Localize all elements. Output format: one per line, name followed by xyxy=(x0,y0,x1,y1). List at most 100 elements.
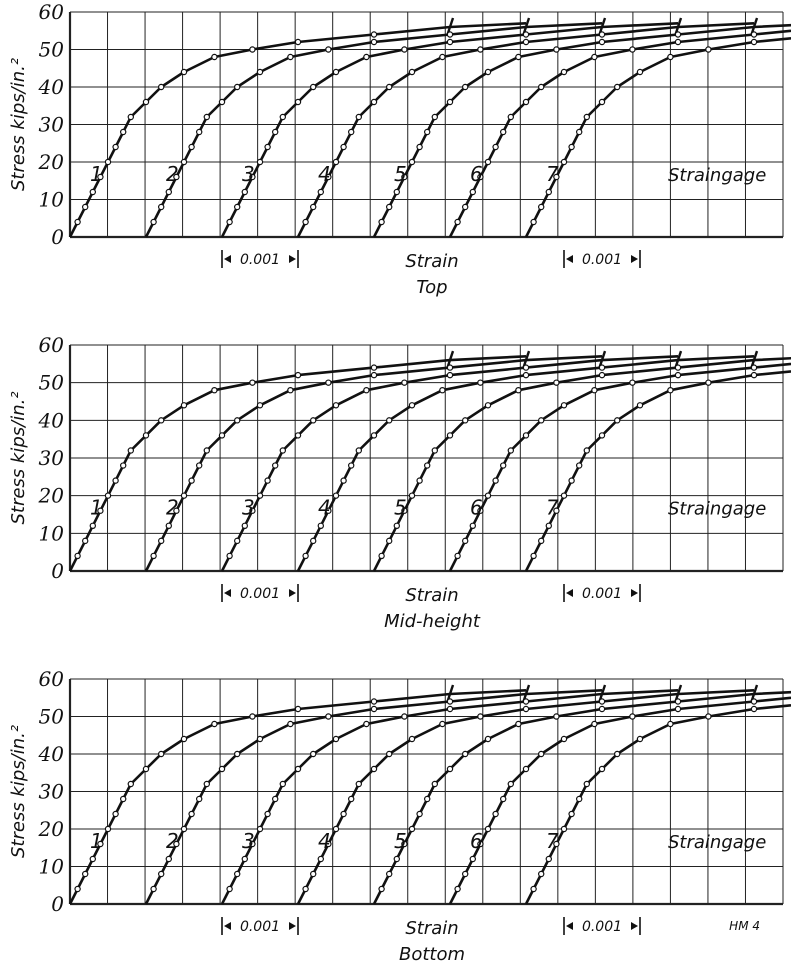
data-point xyxy=(310,750,317,758)
data-point xyxy=(386,417,393,424)
straingage-label: Straingage xyxy=(668,165,766,186)
data-point xyxy=(469,855,476,863)
x-axis-label: Strain xyxy=(405,585,458,606)
data-point xyxy=(157,417,165,424)
data-point xyxy=(294,371,302,379)
data-point xyxy=(454,885,461,893)
data-point xyxy=(393,522,400,530)
data-point xyxy=(203,113,210,121)
data-point xyxy=(150,218,157,226)
series-number-label: 4 xyxy=(318,496,331,520)
data-point xyxy=(530,218,537,226)
data-point xyxy=(233,870,241,878)
data-point xyxy=(705,713,712,720)
data-point xyxy=(310,870,317,878)
data-point xyxy=(614,417,621,424)
data-point xyxy=(180,735,188,743)
data-point xyxy=(332,68,340,76)
y-tick-label: 20 xyxy=(38,484,65,508)
series-line-7 xyxy=(524,704,791,905)
data-point xyxy=(598,432,606,439)
strain-scale-marker: 0.001 xyxy=(563,584,641,602)
data-point xyxy=(446,705,454,713)
series-number-label: 4 xyxy=(318,162,331,186)
data-point xyxy=(386,537,393,545)
data-point xyxy=(294,765,302,773)
data-point xyxy=(317,522,324,530)
data-point xyxy=(408,68,416,76)
data-point xyxy=(233,417,241,424)
data-point xyxy=(264,477,271,484)
data-point xyxy=(674,705,682,713)
data-point xyxy=(272,795,279,803)
data-point xyxy=(522,698,530,705)
strain-scale-label: 0.001 xyxy=(582,919,622,935)
data-point xyxy=(157,870,165,878)
data-point xyxy=(522,364,530,371)
data-point xyxy=(576,462,583,469)
data-point xyxy=(157,203,165,211)
series-number-label: 5 xyxy=(394,496,407,520)
series-number-label: 5 xyxy=(394,829,407,853)
data-point xyxy=(446,98,454,106)
data-point xyxy=(636,735,644,743)
data-point xyxy=(598,698,606,705)
series-number-label: 3 xyxy=(242,829,255,853)
data-point xyxy=(500,795,507,803)
straingage-label: Straingage xyxy=(668,832,766,853)
data-point xyxy=(241,855,248,863)
data-point xyxy=(560,68,568,76)
data-point xyxy=(667,720,674,728)
data-point xyxy=(97,840,104,848)
data-point xyxy=(180,68,188,76)
data-point xyxy=(211,720,218,728)
data-point xyxy=(446,364,454,371)
data-point xyxy=(500,128,507,136)
data-point xyxy=(325,507,332,514)
strain-scale-label: 0.001 xyxy=(240,252,280,268)
data-point xyxy=(386,83,393,91)
data-point xyxy=(553,46,560,53)
data-point xyxy=(363,53,370,61)
data-point xyxy=(401,840,408,848)
data-point xyxy=(484,158,492,166)
data-point xyxy=(325,713,332,720)
y-tick-label: 50 xyxy=(39,38,65,62)
data-point xyxy=(81,537,89,545)
data-point xyxy=(576,795,583,803)
data-point xyxy=(112,810,119,818)
data-point xyxy=(515,53,522,61)
data-point xyxy=(256,68,264,76)
data-point xyxy=(477,379,484,386)
data-point xyxy=(180,402,188,409)
x-axis-label: Strain xyxy=(405,918,458,939)
y-tick-label: 50 xyxy=(39,371,65,395)
data-point xyxy=(522,432,530,439)
series-line-7 xyxy=(524,37,791,238)
data-point xyxy=(484,825,492,833)
data-point xyxy=(401,379,408,386)
data-point xyxy=(256,402,264,409)
data-point xyxy=(173,840,180,848)
data-point xyxy=(522,765,530,773)
data-point xyxy=(142,432,150,439)
y-tick-label: 60 xyxy=(39,667,65,691)
data-point xyxy=(583,780,591,788)
data-point xyxy=(119,128,127,136)
data-point xyxy=(127,447,134,454)
data-point xyxy=(127,113,134,121)
data-point xyxy=(484,68,492,76)
data-point xyxy=(165,522,172,530)
data-point xyxy=(750,698,758,705)
data-point xyxy=(188,477,195,484)
data-point xyxy=(522,38,530,46)
data-point xyxy=(302,218,309,226)
data-point xyxy=(195,462,203,469)
data-point xyxy=(408,492,416,499)
data-point xyxy=(416,477,423,484)
strain-scale-label: 0.001 xyxy=(582,586,622,602)
data-point xyxy=(370,31,378,38)
data-point xyxy=(750,371,758,379)
data-point xyxy=(256,492,264,499)
